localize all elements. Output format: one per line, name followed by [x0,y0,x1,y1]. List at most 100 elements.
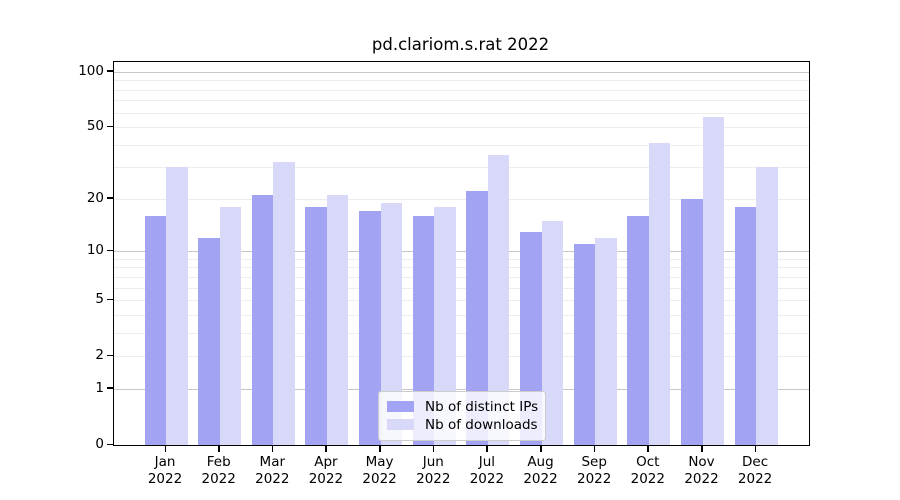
x-tick-mark [271,445,274,452]
gridline-minor [114,167,809,169]
bar-downloads-oct [648,142,671,445]
legend-swatch-distinct-ips [387,401,414,412]
gridline-major [114,251,809,253]
x-tick-month: Apr [314,454,338,470]
x-tick-month: May [365,454,394,470]
y-tick-mark [107,197,113,199]
gridline-minor [114,267,809,269]
x-tick-mark [325,445,327,452]
x-tick-month: Jan [154,454,176,470]
x-tick-mark [486,445,488,452]
x-tick-mark [432,445,435,452]
x-tick-month: Oct [636,454,660,470]
x-tick-year: 2022 [362,471,397,487]
bar-downloads-dec [756,167,778,445]
gridline-minor [114,287,809,289]
x-tick-mark [647,445,649,452]
y-tick-label: 2 [95,347,104,364]
bar-downloads-may [380,202,403,445]
y-tick-mark [107,70,113,72]
gridline-minor [114,276,809,278]
gridline-minor [114,356,809,358]
bar-distinct-ips-oct [627,215,649,445]
bar-distinct-ips-nov [681,198,703,445]
y-tick-label: 10 [86,242,104,259]
bar-distinct-ips-jun [412,215,435,445]
bar-downloads-feb [219,206,242,445]
x-tick-mark [540,445,542,452]
x-tick-label: Oct 2022 [616,454,680,488]
y-tick-label: 20 [86,189,104,206]
x-tick-month: Sep [581,454,607,470]
y-tick-label: 100 [78,62,104,79]
gridline-major [114,388,809,390]
x-tick-year: 2022 [201,471,236,487]
y-tick-mark [107,354,113,357]
x-tick-mark [218,445,220,452]
x-tick-year: 2022 [577,471,612,487]
gridline-minor [114,144,809,146]
x-tick-label: Nov 2022 [670,454,734,488]
bar-distinct-ips-dec [734,206,757,445]
y-tick-label: 50 [86,118,104,134]
legend-label-distinct-ips: Nb of distinct IPs [425,398,539,415]
x-tick-label: Mar 2022 [240,454,304,488]
x-tick-month: Jul [478,454,496,470]
bar-downloads-jun [434,206,456,445]
y-tick-label: 1 [95,379,104,396]
x-tick-mark [379,445,381,452]
x-tick-mark [754,445,757,452]
gridline-minor [114,198,809,200]
y-tick-label: 5 [95,291,104,308]
x-tick-label: Dec 2022 [723,454,787,488]
x-tick-year: 2022 [684,471,719,487]
x-tick-month: Jun [422,454,444,470]
x-tick-month: Aug [527,454,554,470]
x-tick-year: 2022 [523,471,558,487]
bar-distinct-ips-jan [144,215,166,445]
x-tick-label: Apr 2022 [294,454,358,488]
y-tick-mark [107,443,113,445]
x-tick-mark [701,445,703,452]
x-tick-label: Feb 2022 [187,454,251,488]
y-tick-mark [107,387,113,389]
chart-title: pd.clariom.s.rat 2022 [371,35,550,54]
x-tick-year: 2022 [469,471,505,487]
x-tick-month: Nov [688,454,715,470]
x-tick-label: Aug 2022 [509,454,573,488]
gridline-minor [114,314,809,316]
x-tick-year: 2022 [308,471,344,487]
bar-downloads-apr [326,195,349,445]
x-tick-label: Sep 2022 [562,454,626,488]
bar-distinct-ips-jul [466,191,488,445]
x-tick-year: 2022 [630,471,665,487]
bar-downloads-mar [273,162,295,445]
y-tick-mark [107,125,113,127]
gridline-minor [114,332,809,334]
x-tick-label: Jul 2022 [455,454,519,488]
x-tick-year: 2022 [147,471,183,487]
bar-downloads-nov [702,116,724,445]
gridline-minor [114,258,809,260]
gridline-major [114,71,809,73]
legend-label-downloads: Nb of downloads [425,416,538,433]
x-tick-year: 2022 [255,471,290,487]
gridline-minor [114,100,809,102]
gridline-minor [114,127,809,128]
x-tick-mark [593,445,596,452]
y-tick-mark [107,249,113,252]
bar-downloads-sep [595,237,617,445]
bar-distinct-ips-mar [251,195,274,445]
legend-row-distinct-ips: Nb of distinct IPs [387,398,539,415]
y-tick-label: 0 [95,436,104,452]
gridline-minor [114,300,809,302]
gridline-minor [114,112,809,114]
plot-area: Nb of distinct IPs Nb of downloads [113,61,810,446]
bar-downloads-jul [487,155,510,445]
x-tick-label: Jan 2022 [133,454,197,488]
bar-downloads-aug [541,220,564,445]
x-tick-month: Dec [742,454,769,470]
bar-downloads-jan [166,167,188,445]
x-tick-month: Feb [206,454,231,470]
